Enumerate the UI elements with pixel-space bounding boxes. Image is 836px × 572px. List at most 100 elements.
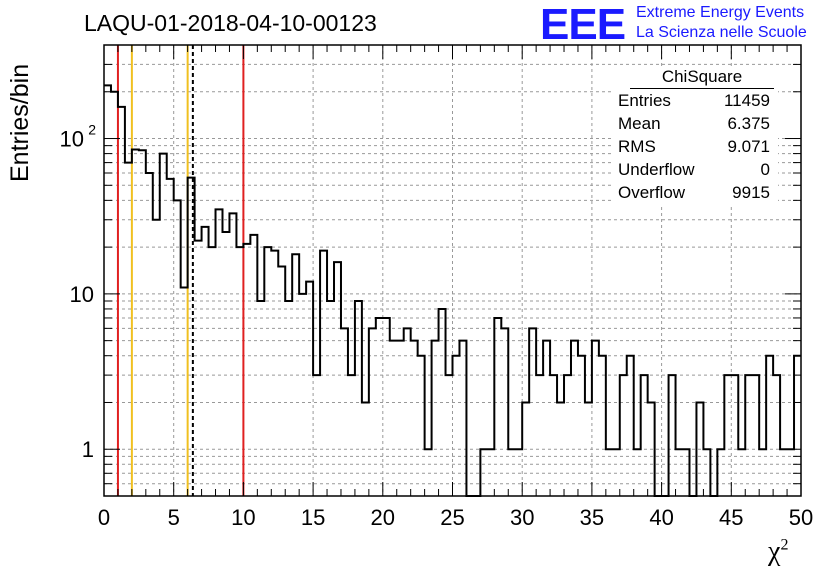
histogram-bin: [174, 200, 181, 496]
histogram-bin: [508, 449, 515, 496]
page-title: LAQU-01-2018-04-10-00123: [84, 10, 377, 36]
histogram-bin: [501, 328, 508, 496]
stats-label: Underflow: [618, 160, 695, 179]
histogram-bin: [153, 220, 160, 496]
histogram-bin: [780, 449, 787, 496]
histogram-bin: [160, 154, 167, 496]
histogram-bin: [543, 341, 550, 496]
reference-lines: [116, 45, 245, 496]
x-tick-label: 50: [789, 505, 813, 530]
histogram-bin: [383, 318, 390, 496]
histogram-bin: [669, 375, 676, 496]
stats-row: Overflow 9915: [612, 181, 778, 204]
histogram-bin: [250, 235, 257, 496]
stats-box: ChiSquare Entries 11459 Mean 6.375 RMS 9.07…: [612, 66, 778, 204]
histogram-line: [104, 84, 801, 497]
histogram-bin: [390, 341, 397, 496]
histogram-bin: [132, 149, 139, 496]
histogram-bin: [118, 107, 125, 496]
histogram-bin: [585, 402, 592, 496]
histogram-bin: [453, 356, 460, 496]
y-tick-label: 10: [60, 127, 84, 152]
logo-line1: Extreme Energy Events: [636, 4, 805, 21]
histogram-bin: [599, 356, 606, 496]
histogram-bin: [745, 375, 752, 496]
histogram-bin: [738, 449, 745, 496]
histogram-bin: [341, 328, 348, 496]
histogram-bin: [362, 402, 369, 496]
histogram-bin: [641, 375, 648, 496]
histogram-bin: [592, 341, 599, 496]
x-tick-label: 15: [301, 505, 325, 530]
histogram-bin: [181, 287, 188, 496]
x-tick-label: 40: [649, 505, 673, 530]
stats-value: 11459: [723, 91, 770, 110]
histogram-bin: [411, 341, 418, 496]
histogram-bin: [794, 356, 801, 496]
histogram-bin: [620, 375, 627, 496]
histogram-bin: [432, 341, 439, 496]
histogram-bin: [229, 213, 236, 496]
histogram-bin: [125, 163, 132, 496]
histogram-bin: [299, 294, 306, 496]
histogram-bin: [306, 282, 313, 496]
stats-value: 0: [760, 160, 770, 179]
histogram-bin: [236, 247, 243, 496]
histogram-bin: [439, 309, 446, 496]
stats-label: Overflow: [618, 183, 686, 202]
histogram-bin: [529, 328, 536, 496]
logo-text: EEE: [540, 0, 626, 49]
stats-title: ChiSquare: [630, 66, 774, 89]
histogram-bin: [683, 449, 690, 496]
histogram-bin: [348, 375, 355, 496]
y-axis-label: Entries/bin: [6, 63, 34, 182]
histogram-bin: [571, 341, 578, 496]
histogram-bin: [425, 449, 432, 496]
stats-label: RMS: [618, 137, 656, 156]
y-tick-label-exponent: 2: [88, 122, 96, 138]
histogram-bin: [731, 375, 738, 496]
histogram-bin: [564, 375, 571, 496]
histogram-bin: [418, 356, 425, 496]
histogram-bin: [606, 449, 613, 496]
histogram-bin: [334, 262, 341, 496]
stats-row: Underflow 0: [612, 158, 778, 181]
stats-row: Mean 6.375: [612, 112, 778, 135]
histogram-bin: [703, 449, 710, 496]
logo-line2: La Scienza nelle Scuole: [636, 24, 807, 41]
x-tick-label: 0: [98, 505, 110, 530]
histogram-bin: [202, 227, 209, 496]
histogram-bin: [257, 301, 264, 496]
histogram-bin: [104, 85, 111, 496]
histogram-bin: [369, 328, 376, 496]
histogram-bin: [446, 375, 453, 496]
histogram-bin: [557, 402, 564, 496]
histogram-bin: [146, 173, 153, 496]
histogram-bin: [313, 375, 320, 496]
x-tick-label: 5: [168, 505, 180, 530]
x-tick-label: 35: [580, 505, 604, 530]
histogram-bin: [522, 402, 529, 496]
x-axis-label: χ2: [768, 536, 788, 568]
histogram-bin: [480, 449, 487, 496]
histogram-bin: [717, 449, 724, 496]
histogram-bin: [285, 301, 292, 496]
histogram-bin: [613, 449, 620, 496]
stats-row: RMS 9.071: [612, 135, 778, 158]
histogram-bin: [759, 449, 766, 496]
histogram-bin: [459, 341, 466, 496]
histogram-bin: [724, 375, 731, 496]
histogram-bin: [627, 356, 634, 496]
y-tick-label: 1: [82, 437, 94, 462]
x-tick-label: 25: [440, 505, 464, 530]
stats-value: 9.071: [727, 137, 770, 156]
x-tick-label: 20: [371, 505, 395, 530]
x-tick-label: 10: [231, 505, 255, 530]
histogram-bin: [515, 449, 522, 496]
histogram-bin: [536, 375, 543, 496]
stats-value: 9915: [732, 183, 770, 202]
histogram-bin: [243, 244, 250, 496]
histogram-bin: [787, 449, 794, 496]
